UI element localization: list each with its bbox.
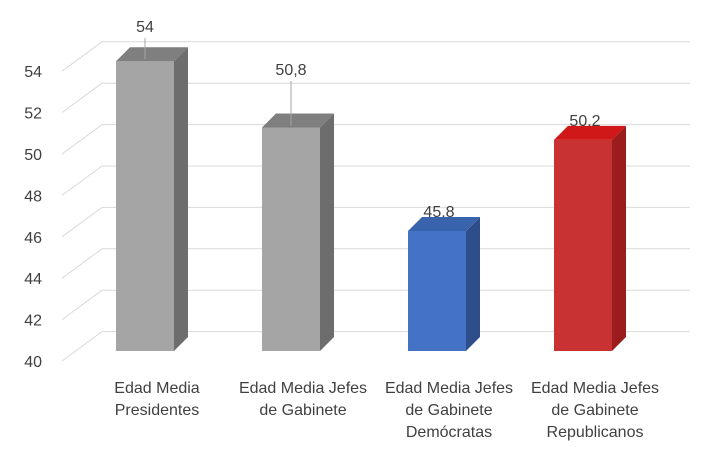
gridline-diagonal (61, 331, 103, 362)
data-label: 54 (136, 19, 154, 36)
gridline-diagonal (61, 124, 103, 155)
bar (408, 216, 480, 351)
y-tick-label: 54 (24, 64, 42, 81)
x-category-label: Presidentes (115, 402, 200, 419)
y-tick-label: 48 (24, 188, 42, 205)
bar-side (174, 47, 188, 351)
bar-top (408, 216, 480, 231)
bar-side (320, 113, 334, 351)
gridline-diagonal (61, 289, 103, 321)
x-category-label: Edad Media Jefes (531, 380, 659, 397)
x-category-label: de Gabinete (405, 402, 492, 419)
x-category-label: de Gabinete (259, 402, 346, 419)
gridline-diagonal (61, 165, 103, 196)
bar-front (262, 127, 320, 351)
x-category-label: Edad Media (114, 380, 199, 397)
gridline-diagonal (61, 206, 103, 238)
gridline-diagonal (61, 82, 103, 114)
y-tick-label: 46 (24, 230, 42, 247)
bar (262, 113, 334, 351)
data-label: 50.2 (569, 113, 600, 130)
bar (116, 47, 188, 351)
bar-side (466, 216, 480, 351)
gridline-diagonal (61, 41, 103, 72)
y-tick-label: 40 (24, 354, 42, 371)
data-labels: 54 50,8 45.8 50.2 (136, 19, 601, 221)
bar-side (612, 125, 626, 351)
x-category-label: Demócratas (406, 424, 492, 441)
bar-top (262, 113, 334, 128)
bar-front (116, 61, 174, 351)
y-tick-label: 50 (24, 147, 42, 164)
x-axis-categories: Edad Media Presidentes Edad Media Jefes de … (114, 380, 659, 441)
bar-front (554, 139, 612, 351)
x-category-label: de Gabinete (551, 402, 638, 419)
bar-top (116, 47, 188, 62)
data-label: 45.8 (423, 204, 454, 221)
x-category-label: Edad Media Jefes (385, 380, 513, 397)
x-category-label: Edad Media Jefes (239, 380, 367, 397)
x-category-label: Republicanos (547, 424, 644, 441)
y-tick-label: 52 (24, 106, 42, 123)
data-label: 50,8 (275, 62, 306, 79)
y-tick-label: 44 (24, 271, 42, 288)
y-tick-label: 42 (24, 313, 42, 330)
bar-top (554, 125, 626, 140)
bars (116, 47, 626, 351)
y-axis-ticks: 40 42 44 46 48 50 52 54 (24, 64, 42, 371)
bar-front (408, 230, 466, 351)
gridline-diagonal (61, 248, 103, 279)
bar (554, 125, 626, 351)
